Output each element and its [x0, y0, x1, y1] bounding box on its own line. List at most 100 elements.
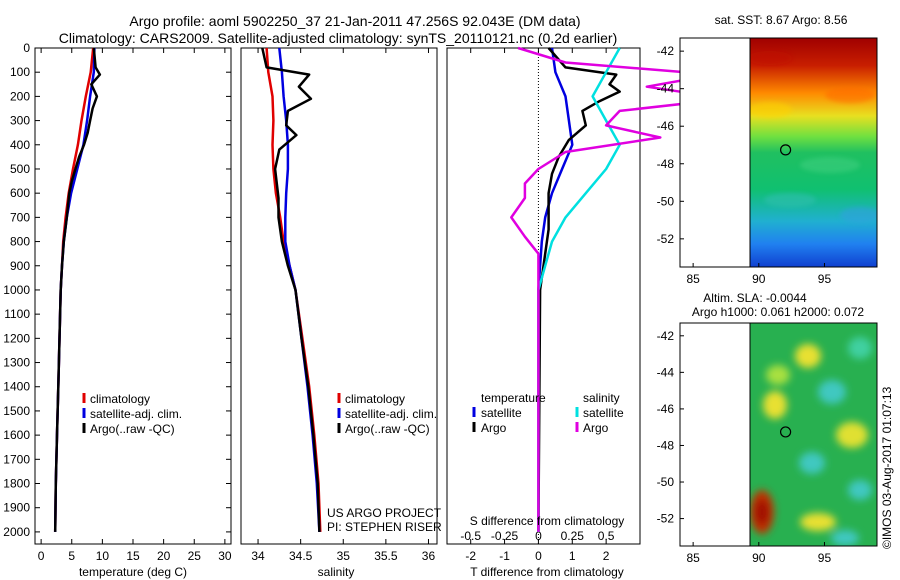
map-y-tick-label: -42	[657, 329, 675, 343]
top-x-tick-label: 0	[535, 529, 542, 543]
sla-map-title: Altim. SLA: -0.0044	[703, 291, 807, 305]
y-tick-label: 1700	[3, 452, 30, 466]
sla-eddy	[836, 422, 868, 448]
series-line-temperature-satellite	[537, 47, 574, 532]
argo-location-marker	[779, 144, 792, 156]
sst-x-axis: 85 90 95	[686, 263, 831, 286]
y-tick-label: 1300	[3, 356, 30, 370]
x-tick-label: 1	[569, 549, 576, 563]
salinity-series	[261, 47, 322, 532]
pi-annotation: PI: STEPHEN RISER	[327, 520, 442, 534]
map-y-tick-label: -42	[657, 44, 675, 58]
sla-eddy	[799, 452, 825, 474]
x-tick-label: 15	[126, 549, 140, 563]
y-tick-label: 600	[10, 186, 30, 200]
legend-satellite-label: satellite-adj. clim.	[90, 407, 182, 421]
x-tick-label: 0	[38, 549, 45, 563]
sst-map-title: sat. SST: 8.67 Argo: 8.56	[715, 13, 848, 27]
y-tick-label: 400	[10, 138, 30, 152]
sla-x-axis: 85 90 95	[686, 542, 831, 565]
sst-patch	[750, 51, 792, 65]
sla-eddy	[763, 391, 787, 419]
difference-axes-box	[446, 47, 641, 545]
y-tick-label: 1800	[3, 477, 30, 491]
map-x-tick-label: 95	[818, 272, 832, 286]
map-x-tick-label: 85	[686, 551, 700, 565]
figure-title-line1: Argo profile: aoml 5902250_37 21-Jan-201…	[129, 13, 580, 29]
difference-panel: -2 -1 0 1 2 -0.5 -0.25 0 0.25 0.5 T difference f…	[446, 46, 730, 579]
sla-eddy	[795, 344, 821, 368]
temperature-x-axis: 0 5 10 15 20 25 30	[38, 48, 232, 563]
map-y-tick-label: -48	[657, 438, 675, 452]
sla-eddy	[818, 380, 846, 404]
y-tick-label: 200	[10, 89, 30, 103]
x-tick-label: 30	[218, 549, 232, 563]
x-tick-label: 36	[422, 549, 436, 563]
series-line-salinity-satellite	[537, 47, 621, 532]
top-x-tick-label: 0.25	[561, 529, 585, 543]
y-tick-label: 0	[23, 41, 30, 55]
sla-map-subtitle: Argo h1000: 0.061 h2000: 0.072	[692, 305, 864, 319]
t-difference-xlabel: T difference from climatology	[470, 565, 624, 579]
x-tick-label: 34.5	[289, 549, 313, 563]
legend-s-satellite-label: satellite	[583, 406, 624, 420]
sla-eddy	[755, 499, 769, 525]
x-tick-label: 20	[157, 549, 171, 563]
s-difference-x-axis: -0.5 -0.25 0 0.25 0.5	[460, 529, 614, 543]
map-y-tick-label: -46	[657, 119, 675, 133]
salinity-legend: climatology satellite-adj. clim. Argo(..…	[337, 392, 437, 436]
difference-series	[510, 46, 730, 532]
top-x-tick-label: -0.25	[491, 529, 519, 543]
legend-climatology-label: climatology	[90, 392, 150, 406]
sla-eddy	[848, 337, 872, 359]
y-tick-label: 1100	[4, 307, 30, 321]
sla-y-axis: -42 -44 -46 -48 -50 -52	[657, 329, 684, 526]
sla-map-panel: Altim. SLA: -0.0044 Argo h1000: 0.061 h2…	[657, 291, 878, 565]
temperature-panel: 0100200300400500600700800900100011001200…	[3, 41, 640, 579]
x-tick-label: 25	[188, 549, 202, 563]
sst-patch	[750, 102, 792, 118]
sst-patch	[800, 157, 860, 173]
map-x-tick-label: 85	[686, 272, 700, 286]
sst-gradient	[750, 38, 877, 267]
series-line-argo-raw-qc-	[53, 47, 102, 532]
temperature-legend: climatology satellite-adj. clim. Argo(..…	[82, 392, 182, 436]
sst-patch	[764, 193, 816, 207]
sla-eddy	[766, 365, 790, 385]
salinity-xlabel: salinity	[318, 565, 355, 579]
legend-climatology-label: climatology	[345, 392, 405, 406]
map-y-tick-label: -52	[657, 512, 675, 526]
x-tick-label: 10	[96, 549, 110, 563]
legend-salinity-title: salinity	[583, 391, 620, 405]
map-y-tick-label: -50	[657, 194, 675, 208]
x-tick-label: 35.5	[374, 549, 398, 563]
y-tick-label: 1600	[3, 428, 30, 442]
map-y-tick-label: -48	[657, 157, 675, 171]
legend-argo-label: Argo(..raw -QC)	[345, 422, 430, 436]
map-y-tick-label: -46	[657, 402, 675, 416]
legend-s-argo-label: Argo	[583, 421, 609, 435]
legend-t-satellite-label: satellite	[481, 406, 522, 420]
y-tick-label: 900	[10, 259, 30, 273]
map-x-tick-label: 90	[752, 272, 766, 286]
y-tick-label: 2000	[3, 525, 30, 539]
y-tick-label: 500	[10, 162, 30, 176]
sla-eddy	[831, 530, 859, 546]
temperature-series	[53, 47, 102, 532]
temperature-xlabel: temperature (deg C)	[79, 565, 187, 579]
y-tick-label: 1400	[3, 380, 30, 394]
sla-eddy	[848, 480, 872, 500]
x-tick-label: 5	[68, 549, 75, 563]
x-tick-label: 35	[337, 549, 351, 563]
sst-patch	[825, 87, 875, 103]
legend-temperature-title: temperature	[481, 391, 546, 405]
legend-satellite-label: satellite-adj. clim.	[345, 407, 437, 421]
x-tick-label: 2	[603, 549, 610, 563]
salinity-panel: 34 34.5 35 35.5 36 salinity climatology sate…	[240, 47, 442, 579]
x-tick-label: -2	[465, 549, 476, 563]
series-line-temperature-argo	[537, 47, 621, 532]
t-difference-x-axis: -2 -1 0 1 2	[465, 48, 610, 563]
map-x-tick-label: 90	[752, 551, 766, 565]
y-tick-label: 100	[10, 65, 30, 79]
